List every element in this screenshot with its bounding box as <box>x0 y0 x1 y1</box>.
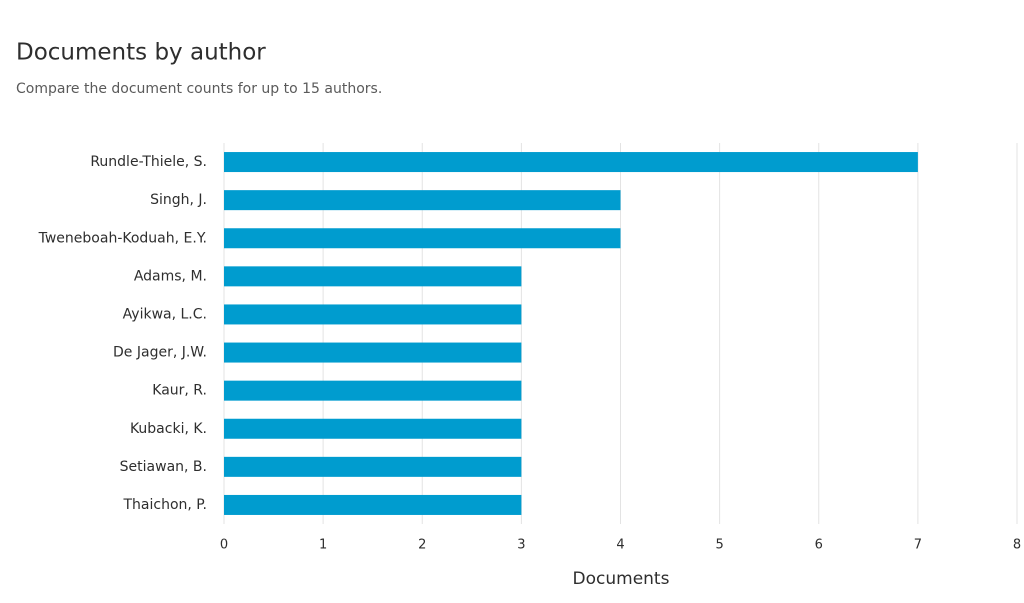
bar <box>224 380 522 401</box>
bar <box>224 418 522 439</box>
x-tick-label: 7 <box>914 538 922 553</box>
x-tick-label: 3 <box>517 538 525 553</box>
y-tick-label: Rundle-Thiele, S. <box>90 154 207 170</box>
y-tick-label: Singh, J. <box>150 192 207 208</box>
bar <box>224 342 522 363</box>
x-tick-label: 4 <box>616 538 624 553</box>
bar <box>224 494 522 515</box>
x-tick-label: 6 <box>815 538 823 553</box>
x-axis-label: Documents <box>573 569 670 589</box>
x-tick-label: 2 <box>418 538 426 553</box>
bar <box>224 152 918 173</box>
y-tick-label: De Jager, J.W. <box>113 345 207 361</box>
bar <box>224 456 522 477</box>
y-tick-label: Kaur, R. <box>152 383 207 399</box>
y-tick-label: Kubacki, K. <box>130 421 207 437</box>
y-tick-label: Tweneboah-Koduah, E.Y. <box>38 230 207 246</box>
y-tick-label: Thaichon, P. <box>122 497 207 513</box>
x-tick-label: 5 <box>715 538 723 553</box>
chart-title: Documents by author <box>16 40 266 66</box>
bar <box>224 228 621 249</box>
x-tick-label: 0 <box>220 538 228 553</box>
chart-subtitle: Compare the document counts for up to 15… <box>16 81 382 97</box>
y-tick-label: Adams, M. <box>134 268 207 284</box>
bar <box>224 190 621 211</box>
y-tick-label: Setiawan, B. <box>120 459 207 475</box>
bar <box>224 266 522 287</box>
x-tick-label: 1 <box>319 538 327 553</box>
bar <box>224 304 522 325</box>
x-tick-label: 8 <box>1013 538 1021 553</box>
y-tick-label: Ayikwa, L.C. <box>123 306 207 322</box>
